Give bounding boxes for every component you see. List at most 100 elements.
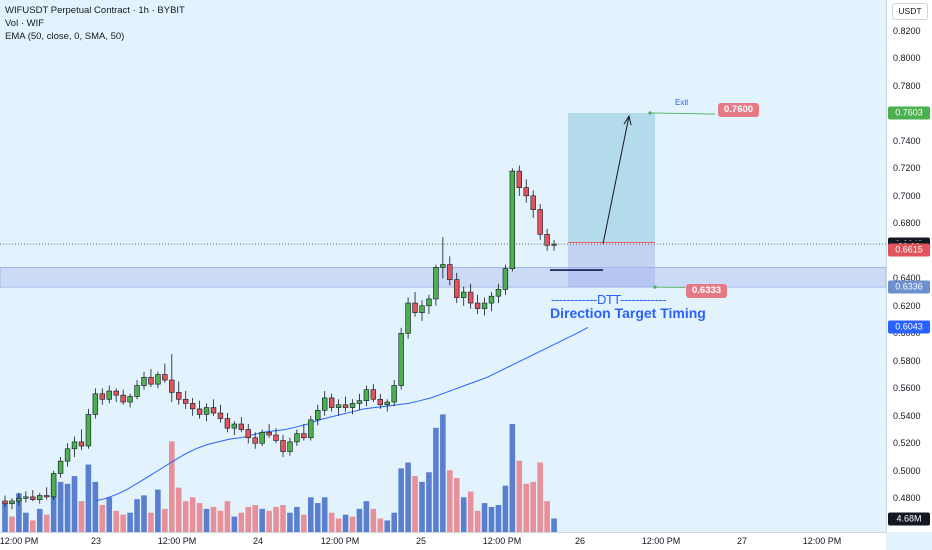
price-tick-label: 0.7800 xyxy=(893,80,921,91)
volume-bar xyxy=(321,497,328,532)
candle-body xyxy=(544,234,550,246)
price-tag: 0.6336 xyxy=(888,280,930,294)
price-tick-label: 0.6400 xyxy=(893,273,921,284)
candle-body xyxy=(162,374,168,381)
volume-bar xyxy=(113,510,119,532)
candle-body xyxy=(238,423,244,430)
candle-body xyxy=(252,437,258,444)
candle-body xyxy=(2,500,8,505)
target-zone xyxy=(568,112,655,243)
price-tag: 0.6615 xyxy=(888,243,930,257)
candle-body xyxy=(349,403,356,408)
volume-bar xyxy=(328,512,335,532)
price-axis[interactable]: USDT 0.82000.80000.78000.76000.74000.720… xyxy=(886,0,932,532)
candle-body xyxy=(287,441,293,452)
volume-bar xyxy=(440,414,446,532)
volume-bar xyxy=(537,462,543,532)
volume-bar xyxy=(182,501,189,532)
candle-body xyxy=(488,295,495,304)
time-axis[interactable]: 12:00 PM 23 12:00 PM 24 12:00 PM 25 12:00 PM 26… xyxy=(0,532,886,550)
price-tag: 0.7603 xyxy=(888,106,930,120)
volume-bar xyxy=(43,514,50,532)
price-tick-label: 0.7400 xyxy=(893,135,921,146)
volume-bar xyxy=(287,512,293,532)
candle-body xyxy=(551,243,557,246)
candle-body xyxy=(127,396,133,403)
time-tick-label: 12:00 PM xyxy=(641,536,681,546)
volume-bar xyxy=(127,512,133,532)
candle-body xyxy=(440,264,446,268)
volume-bar xyxy=(370,508,377,532)
time-tick-label: 23 xyxy=(90,536,102,546)
candle-body xyxy=(99,393,106,400)
candle-body xyxy=(16,497,22,502)
price-tick-label: 0.5000 xyxy=(893,465,921,476)
volume-bar xyxy=(252,505,258,532)
time-tick-label: 12:00 PM xyxy=(0,536,39,546)
candle-body xyxy=(384,401,390,406)
volume-bar xyxy=(141,495,147,532)
candle-body xyxy=(134,385,140,397)
candle-body xyxy=(273,434,279,441)
price-tick-label: 0.5600 xyxy=(893,383,921,394)
candle-body xyxy=(356,400,363,404)
volume-bar xyxy=(384,520,391,532)
candle-body xyxy=(502,268,509,290)
candle-body xyxy=(321,397,328,411)
time-tick-label: 12:00 PM xyxy=(482,536,522,546)
target-dot xyxy=(648,111,652,115)
candle-body xyxy=(537,209,543,235)
volume-bar xyxy=(530,481,536,532)
volume-bar xyxy=(57,481,64,532)
volume-bar xyxy=(169,441,175,532)
time-tick-label: 12:00 PM xyxy=(802,536,842,546)
target-price-label: 0.7600 xyxy=(718,103,760,117)
volume-bar xyxy=(259,508,265,532)
candle-body xyxy=(370,389,377,400)
volume-bar xyxy=(99,505,106,532)
candle-body xyxy=(210,407,217,414)
candle-body xyxy=(57,460,64,474)
volume-indicator-label[interactable]: Vol · WIF xyxy=(5,18,45,29)
candle-body xyxy=(495,289,502,297)
candle-body xyxy=(245,429,251,439)
currency-button[interactable]: USDT xyxy=(892,3,928,20)
candle-body xyxy=(71,441,78,450)
risk-zone xyxy=(568,244,655,288)
volume-bar xyxy=(398,468,404,532)
price-chart[interactable] xyxy=(0,0,886,532)
volume-bar xyxy=(85,464,92,532)
candle-body xyxy=(530,195,536,210)
candle-body xyxy=(37,495,43,500)
volume-bar xyxy=(217,510,224,532)
price-tick-label: 0.8200 xyxy=(893,25,921,36)
candle-body xyxy=(141,376,147,386)
time-tick-label: 24 xyxy=(252,536,264,546)
candle-body xyxy=(106,390,112,400)
price-tick-label: 0.5400 xyxy=(893,410,921,421)
candle-body xyxy=(120,394,126,403)
candle-body xyxy=(474,302,481,309)
volume-bar xyxy=(335,518,342,532)
volume-bar xyxy=(308,497,314,532)
candle-body xyxy=(391,385,397,403)
price-tick-label: 0.7000 xyxy=(893,190,921,201)
candle-body xyxy=(405,302,411,334)
volume-bar xyxy=(426,472,432,532)
volume-bar xyxy=(30,520,36,532)
price-tick-label: 0.5800 xyxy=(893,355,921,366)
target-connector xyxy=(649,112,716,115)
candle-body xyxy=(224,418,231,429)
volume-bar xyxy=(92,481,99,532)
ema-indicator-label[interactable]: EMA (50, close, 0, SMA, 50) xyxy=(5,31,125,42)
volume-bar xyxy=(405,462,411,532)
time-tick-label: 12:00 PM xyxy=(320,536,360,546)
candle-body xyxy=(481,302,488,309)
candle-body xyxy=(460,291,467,298)
volume-bar xyxy=(280,505,286,532)
symbol-title[interactable]: WIFUSDT Perpetual Contract · 1h · BYBIT xyxy=(5,5,185,16)
time-tick-label: 12:00 PM xyxy=(157,536,197,546)
chart-area[interactable]: WIFUSDT Perpetual Contract · 1h · BYBIT … xyxy=(0,0,886,532)
candle-body xyxy=(85,414,92,447)
candle-body xyxy=(148,376,154,385)
